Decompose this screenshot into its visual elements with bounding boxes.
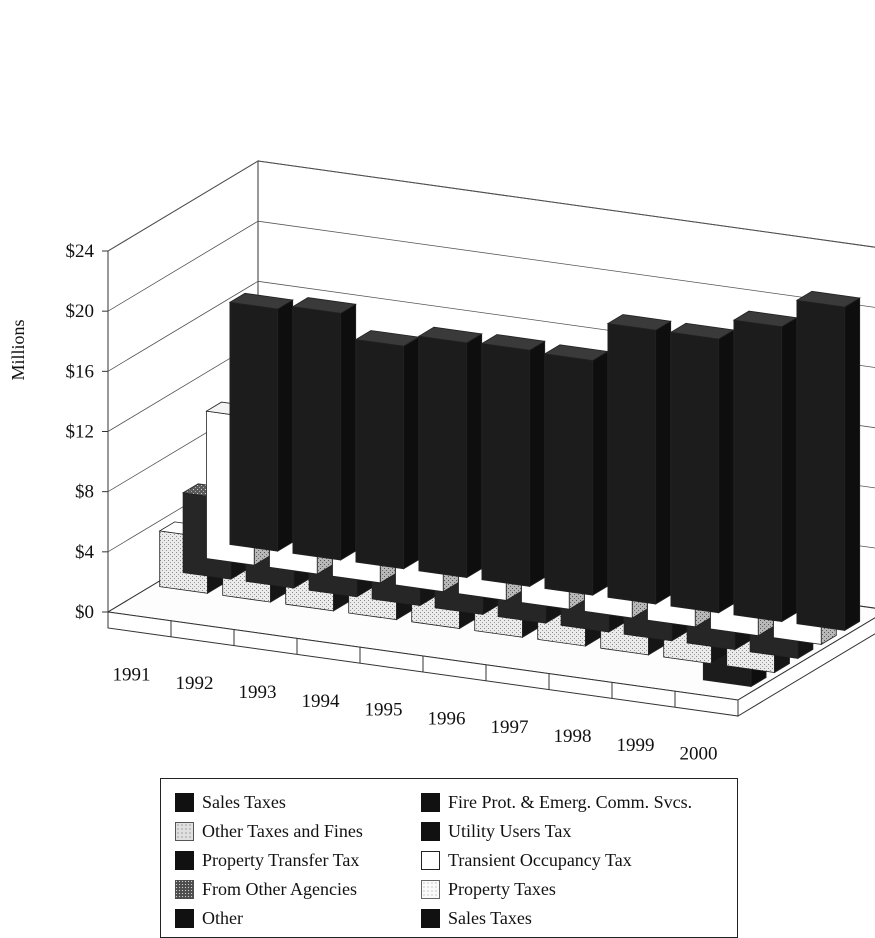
bar xyxy=(482,335,545,587)
legend-item: Other xyxy=(175,907,407,930)
legend-swatch xyxy=(421,793,440,812)
legend-label: Property Taxes xyxy=(448,879,556,900)
bar xyxy=(230,293,293,551)
y-tick-label: $24 xyxy=(66,241,95,262)
legend-label: Sales Taxes xyxy=(202,792,286,813)
legend-label: Other xyxy=(202,908,243,929)
legend-label: Utility Users Tax xyxy=(448,821,571,842)
legend-item: Property Transfer Tax xyxy=(175,849,407,872)
x-tick-label: 1992 xyxy=(176,673,214,694)
legend-label: Other Taxes and Fines xyxy=(202,821,363,842)
bar xyxy=(608,315,671,605)
y-tick-label: $12 xyxy=(66,422,95,443)
x-tick-label: 1996 xyxy=(428,708,466,729)
legend-swatch xyxy=(175,880,194,899)
legend-swatch xyxy=(421,851,440,870)
legend: Sales Taxes Fire Prot. & Emerg. Comm. Svc… xyxy=(160,778,738,938)
legend-swatch xyxy=(421,880,440,899)
legend-item: From Other Agencies xyxy=(175,878,407,901)
legend-swatch xyxy=(421,822,440,841)
y-axis-label: Millions xyxy=(8,319,28,380)
bar xyxy=(356,331,419,569)
y-tick-label: $0 xyxy=(75,602,94,623)
bar xyxy=(419,327,482,577)
chart-area: $0 $4 $8 $12 $16 $20 $24 1991 1992 1993 1994 1995 1… xyxy=(0,0,875,780)
bar xyxy=(293,298,356,560)
legend-label: Property Transfer Tax xyxy=(202,850,359,871)
bar xyxy=(797,291,860,630)
x-tick-label: 1991 xyxy=(113,664,151,685)
bar xyxy=(734,311,797,621)
x-tick-label: 1999 xyxy=(617,735,655,756)
legend-item: Utility Users Tax xyxy=(421,820,731,843)
legend-item: Other Taxes and Fines xyxy=(175,820,407,843)
x-tick-label: 1995 xyxy=(365,700,403,721)
legend-label: Fire Prot. & Emerg. Comm. Svcs. xyxy=(448,792,692,813)
y-tick-label: $4 xyxy=(75,542,95,563)
legend-label: Transient Occupancy Tax xyxy=(448,850,632,871)
legend-item: Property Taxes xyxy=(421,878,731,901)
x-tick-label: 1994 xyxy=(302,691,341,712)
y-tick-label: $8 xyxy=(75,482,94,503)
legend-swatch xyxy=(175,822,194,841)
legend-label: From Other Agencies xyxy=(202,879,357,900)
legend-swatch xyxy=(175,851,194,870)
bar xyxy=(671,323,734,613)
legend-item: Sales Taxes xyxy=(175,791,407,814)
legend-swatch xyxy=(175,793,194,812)
legend-item: Fire Prot. & Emerg. Comm. Svcs. xyxy=(421,791,731,814)
legend-swatch xyxy=(175,909,194,928)
legend-label: Sales Taxes xyxy=(448,908,532,929)
legend-swatch xyxy=(421,909,440,928)
x-tick-label: 1998 xyxy=(554,726,592,747)
y-tick-label: $20 xyxy=(66,301,95,322)
x-tick-label: 1997 xyxy=(491,717,529,738)
y-tick-label: $16 xyxy=(66,361,95,382)
bar xyxy=(545,345,608,595)
legend-item: Transient Occupancy Tax xyxy=(421,849,731,872)
x-tick-label: 1993 xyxy=(239,682,277,703)
legend-item: Sales Taxes xyxy=(421,907,731,930)
x-tick-label: 2000 xyxy=(680,744,718,765)
